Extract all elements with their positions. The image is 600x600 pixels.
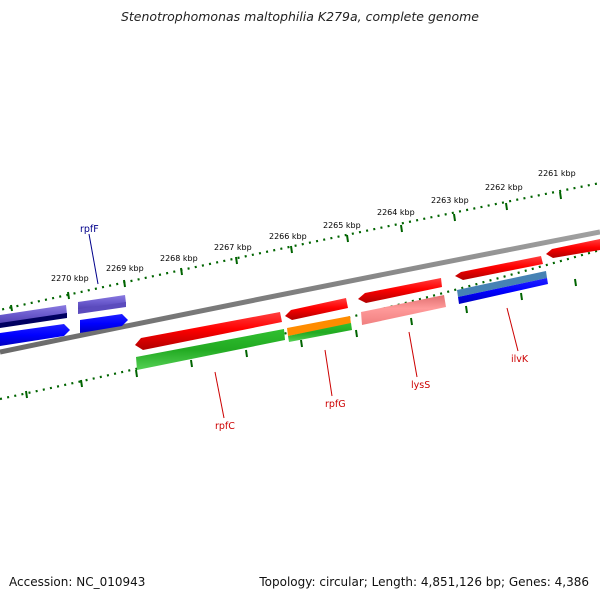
ilvK-blue-band [458,278,548,304]
gene-label-rpfC: rpfC [215,421,235,432]
scale-label-2270: 2270 kbp [51,274,89,283]
rpfC-gene [135,312,282,350]
scale-label-2266: 2266 kbp [269,232,307,241]
lysS-pink-band [361,295,446,325]
scale-label-2264: 2264 kbp [377,208,415,217]
inner-features [136,271,548,370]
navy-feature-left [0,313,67,328]
gene-label-rpfG: rpfG [325,399,346,410]
reverse-features-left [0,295,128,346]
accession-text: Accession: NC_010943 [9,575,146,589]
red-gene-4 [455,256,543,280]
topology-text: Topology: circular; Length: 4,851,126 bp… [259,575,589,589]
gene-label-lysS: lysS [411,380,430,391]
red-gene-3 [358,278,442,303]
genome-backbone [0,229,600,355]
outer-scale-labels: 2270 kbp 2269 kbp 2268 kbp 2267 kbp 2266… [51,169,576,283]
rpfF-gene-shade [78,302,126,314]
gene-label-rpfF: rpfF [80,224,99,235]
blue-arrow-rpfF [80,314,128,333]
red-gene-5 [546,239,600,258]
purple-feature-left [0,305,67,324]
ilvK-steelblue-band [457,271,547,297]
scale-label-2261: 2261 kbp [538,169,576,178]
gene-leaders [88,233,519,419]
gene-label-ilvK: ilvK [511,354,529,365]
scale-label-2263: 2263 kbp [431,196,469,205]
scale-label-2262: 2262 kbp [485,183,523,192]
red-gene-2 [285,298,348,320]
scale-label-2268: 2268 kbp [160,254,198,263]
map-title: Stenotrophomonas maltophilia K279a, comp… [120,9,480,24]
inner-scale-ticks [25,278,577,399]
rpfG-green-band [288,323,352,342]
scale-label-2267: 2267 kbp [214,243,252,252]
rpfC-green-band [136,329,285,370]
outer-scale-ticks [10,191,562,312]
rpfG-orange-band [287,316,351,336]
scale-label-2269: 2269 kbp [106,264,144,273]
rpfF-gene [78,295,126,310]
scale-label-2265: 2265 kbp [323,221,361,230]
forward-features [135,239,600,350]
blue-arrow-left [0,324,70,346]
